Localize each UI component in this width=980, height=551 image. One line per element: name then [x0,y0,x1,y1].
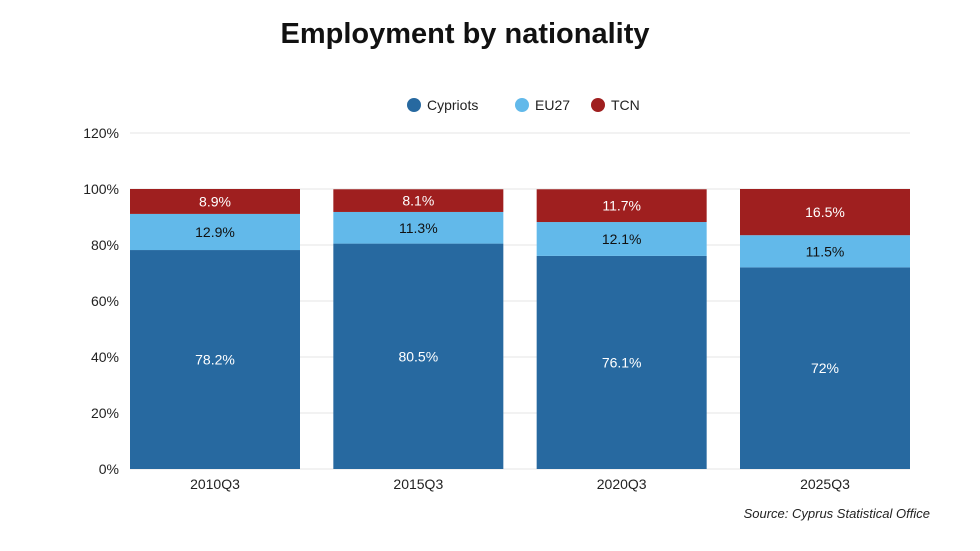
y-tick-label: 120% [83,125,119,141]
legend-label: EU27 [535,97,570,113]
bar-segment-tcn [130,189,300,214]
x-tick-label: 2025Q3 [800,476,850,492]
data-label: 12.1% [602,231,642,247]
y-tick-label: 60% [91,293,119,309]
data-label: 11.5% [806,243,845,259]
data-label: 76.1% [602,354,642,370]
y-tick-label: 40% [91,349,119,365]
legend-swatch [591,98,605,112]
data-label: 11.3% [399,220,438,236]
bar-segment-eu27 [536,222,707,256]
bars: 78.2% 12.9% 8.9% 80.5% 11.3% 8.1% 76.1% 12.1% 11… [130,189,910,469]
bar-segment-tcn [333,189,504,212]
x-axis: 2010Q3 2015Q3 2020Q3 2025Q3 [190,476,850,492]
legend: Cypriots EU27 TCN [407,97,640,113]
data-label: 8.9% [199,193,231,209]
data-label: 80.5% [398,348,438,364]
y-tick-label: 100% [83,181,119,197]
bar-segment-cypriots [536,255,707,469]
chart-title: Employment by nationality [280,18,650,50]
x-tick-label: 2020Q3 [597,476,647,492]
data-label: 12.9% [195,224,235,240]
data-label: 16.5% [805,204,845,220]
data-label: 72% [811,360,839,376]
legend-label: TCN [611,97,640,113]
y-tick-label: 0% [99,461,119,477]
source-note: Source: Cyprus Statistical Office [743,506,930,521]
data-label: 11.7% [602,198,641,214]
legend-swatch [407,98,421,112]
y-axis: 0% 20% 40% 60% 80% 100% 120% [83,125,119,477]
y-tick-label: 20% [91,405,119,421]
data-label: 8.1% [402,193,434,209]
bar-segment-tcn [536,189,707,223]
bar-segment-eu27 [740,235,910,268]
x-tick-label: 2015Q3 [393,476,443,492]
bar-segment-cypriots [130,250,300,469]
bar-segment-eu27 [130,213,300,251]
bar-segment-cypriots [740,267,910,469]
y-tick-label: 80% [91,237,119,253]
bar-segment-eu27 [333,211,504,244]
bar-segment-tcn [740,189,910,236]
data-label: 78.2% [195,352,235,368]
x-tick-label: 2010Q3 [190,476,240,492]
bar-segment-cypriots [333,243,504,469]
legend-label: Cypriots [427,97,478,113]
legend-swatch [515,98,529,112]
